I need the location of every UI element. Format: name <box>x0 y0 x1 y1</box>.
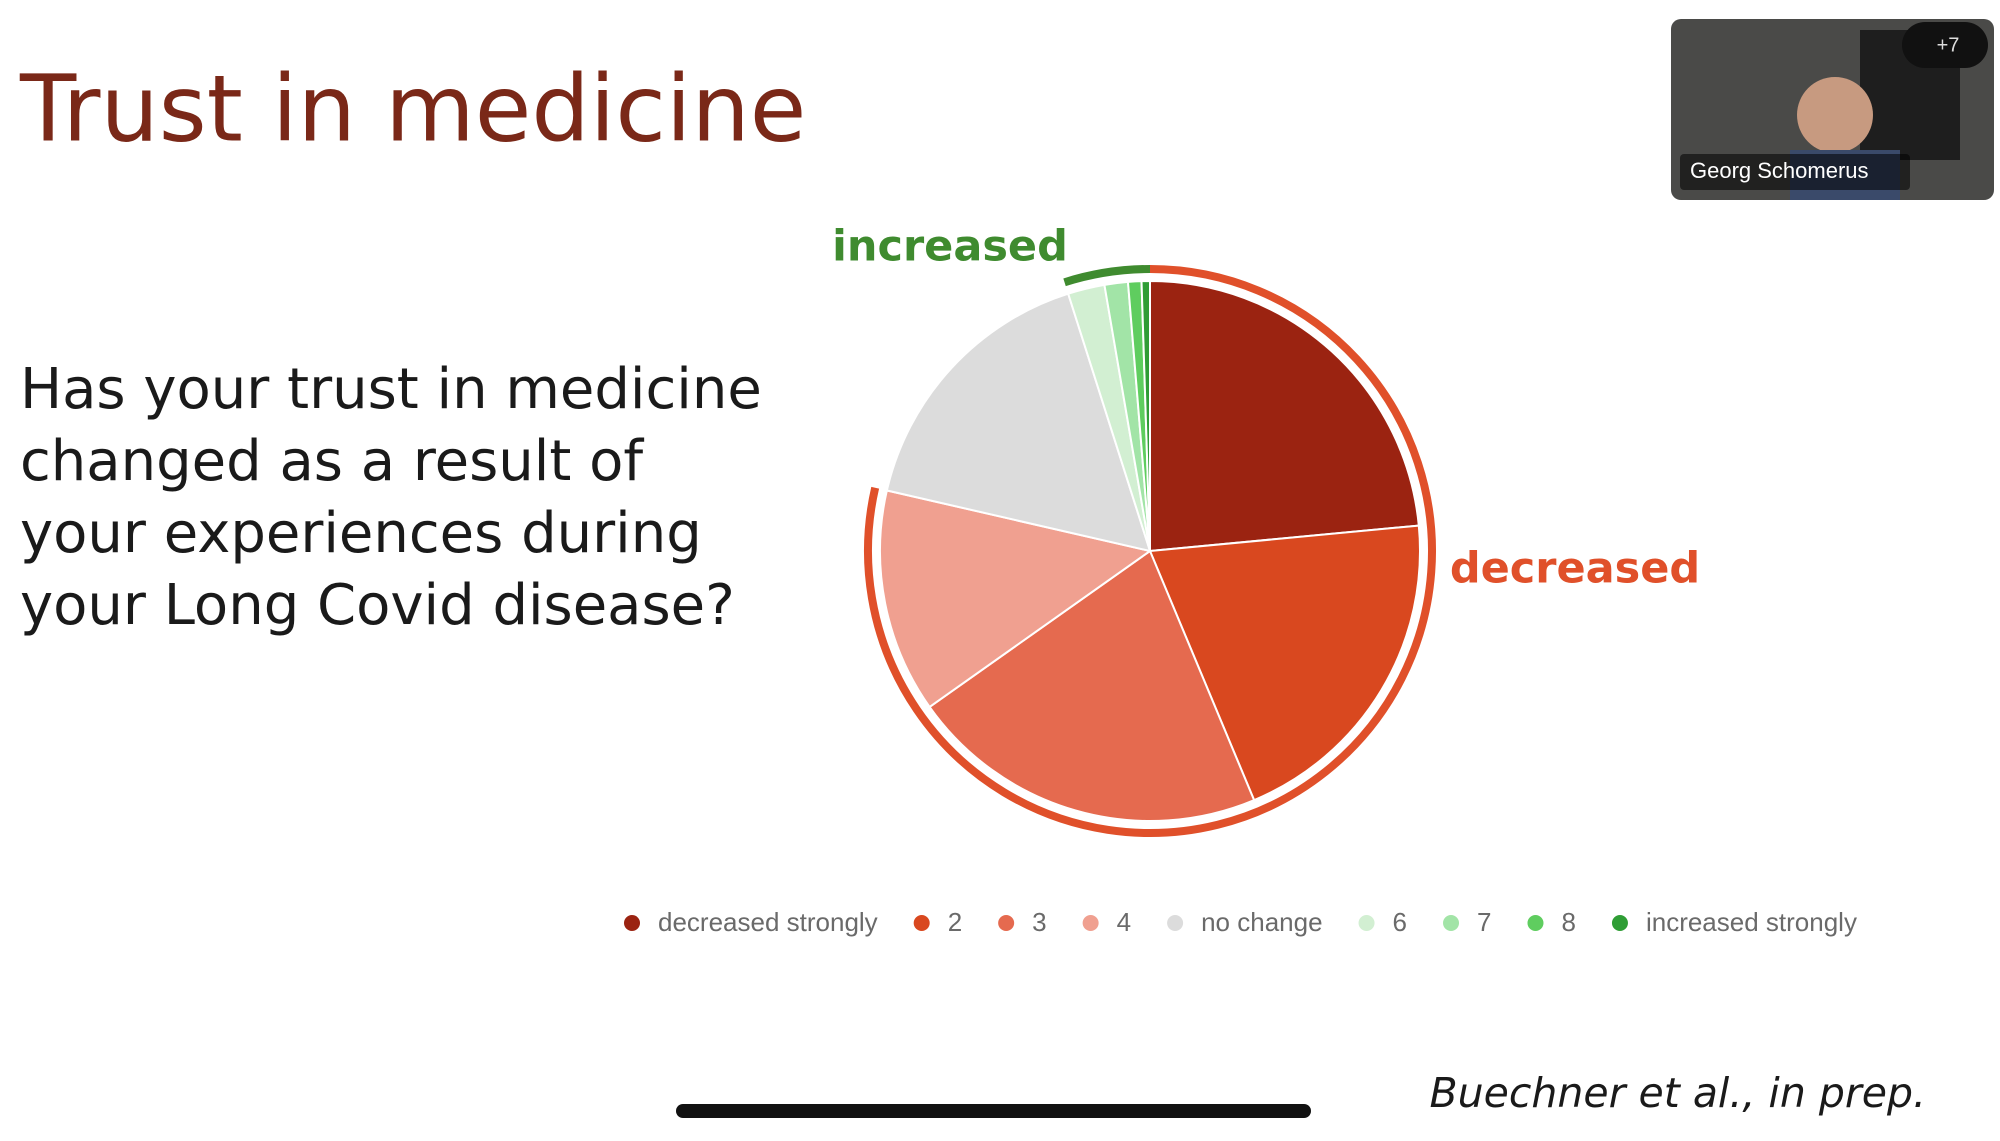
group-arc <box>864 265 1436 837</box>
group-label: decreased <box>1450 544 1700 594</box>
legend-marker <box>1167 915 1184 931</box>
legend-label: 6 <box>1393 907 1407 937</box>
legend-label: 8 <box>1561 907 1575 937</box>
participants-badge[interactable] <box>1902 22 1988 68</box>
video-tile[interactable]: Georg Schomerus +7 <box>1671 19 1994 200</box>
group-label: increased <box>832 222 1068 272</box>
pie-slice <box>1149 279 1420 553</box>
legend-marker <box>998 915 1015 931</box>
legend-marker <box>1611 915 1628 931</box>
pie-slice <box>1148 524 1421 802</box>
question-line: your experiences during <box>20 501 702 566</box>
participant-name: Georg Schomerus <box>1690 158 1869 183</box>
group-arc <box>1063 265 1151 287</box>
slide-title: Trust in medicine <box>19 55 806 162</box>
legend-label: decreased strongly <box>658 907 878 937</box>
citation: Buechner et al., in prep. <box>1430 1069 1926 1117</box>
legend-marker <box>1443 915 1460 931</box>
question-line: Has your trust in medicine <box>20 357 762 422</box>
legend-label: no change <box>1201 907 1322 937</box>
pie-slice <box>928 549 1256 822</box>
legend-label: 2 <box>948 907 962 937</box>
legend-marker <box>1358 915 1375 931</box>
legend-marker <box>1082 915 1099 931</box>
legend-marker <box>624 915 640 931</box>
legend-label: increased strongly <box>1646 907 1857 937</box>
legend-label: 7 <box>1477 907 1491 937</box>
question-line: changed as a result of <box>20 429 644 494</box>
legend-label: 3 <box>1032 907 1046 937</box>
legend-marker <box>913 915 930 931</box>
legend-marker <box>1527 915 1544 931</box>
participants-count: +7 <box>1937 34 1960 56</box>
legend-label: 4 <box>1117 907 1131 937</box>
name-plate <box>1680 154 1910 190</box>
question: Has your trust in medicine changed as a r… <box>20 357 762 638</box>
video-person <box>1797 77 1873 153</box>
pie-slice <box>1140 279 1151 552</box>
home-indicator[interactable] <box>676 1104 1311 1118</box>
question-line: your Long Covid disease? <box>20 573 735 638</box>
pie-slice <box>879 489 1153 709</box>
pie-slice <box>885 292 1152 553</box>
